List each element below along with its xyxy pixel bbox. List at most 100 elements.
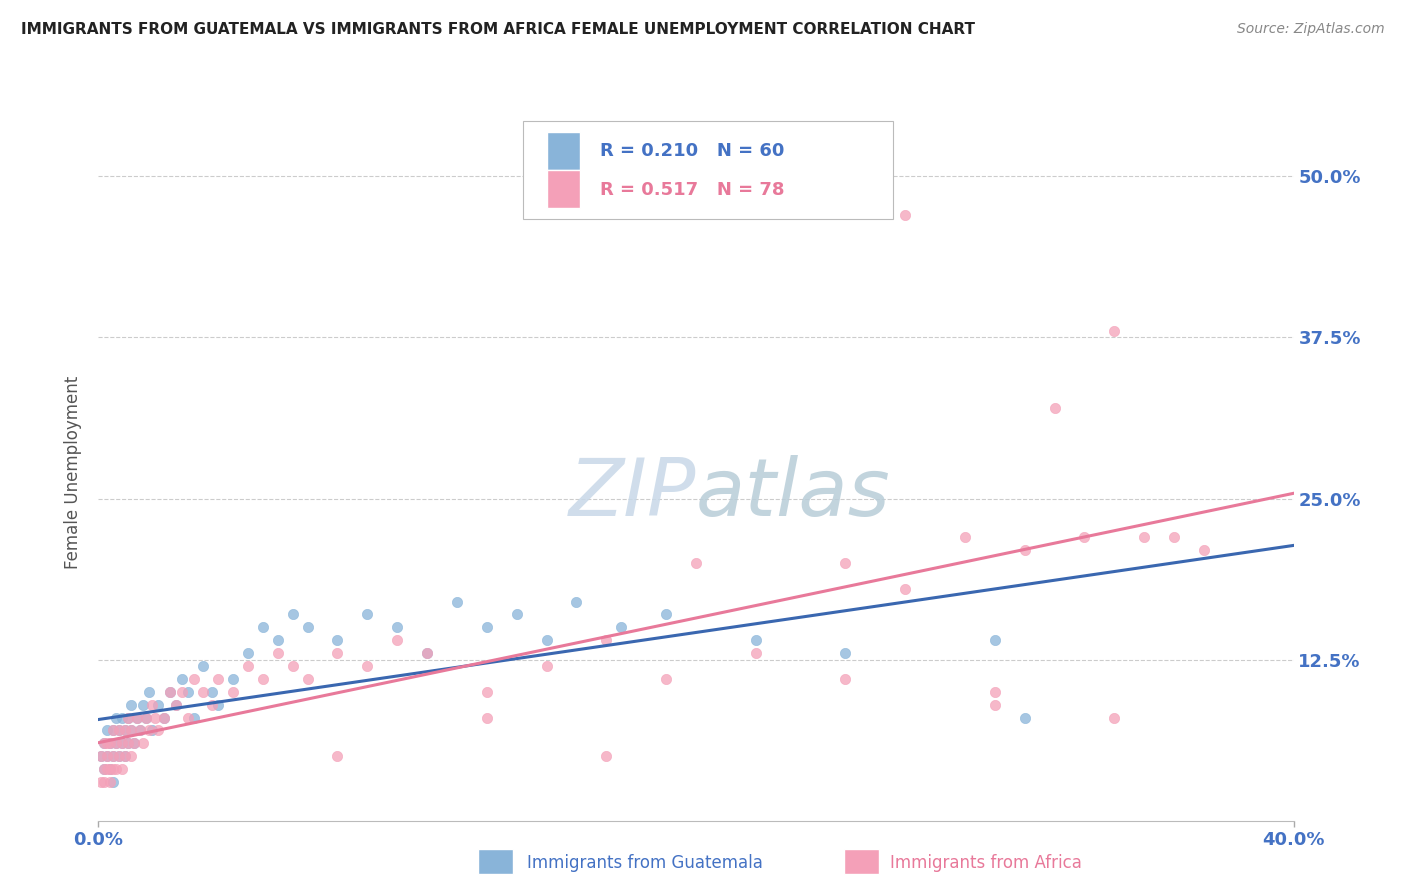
- Point: [236, 659, 259, 673]
- Point: [1163, 530, 1185, 544]
- Point: [114, 749, 136, 764]
- Point: [114, 723, 136, 738]
- Point: [416, 646, 439, 660]
- Point: [177, 710, 200, 724]
- Point: [96, 749, 118, 764]
- Point: [100, 736, 122, 750]
- Point: [222, 672, 245, 686]
- Point: [201, 685, 224, 699]
- Point: [127, 710, 149, 724]
- Point: [536, 633, 558, 648]
- Point: [132, 698, 155, 712]
- Point: [281, 607, 304, 622]
- Point: [834, 672, 856, 686]
- Point: [127, 710, 149, 724]
- Point: [103, 775, 125, 789]
- Point: [356, 659, 378, 673]
- Point: [159, 685, 181, 699]
- Point: [93, 736, 115, 750]
- Point: [100, 736, 122, 750]
- Point: [103, 749, 125, 764]
- Point: [267, 646, 290, 660]
- Point: [565, 594, 588, 608]
- Point: [117, 710, 139, 724]
- Point: [745, 646, 768, 660]
- Point: [385, 633, 409, 648]
- Point: [120, 723, 142, 738]
- Point: [129, 723, 152, 738]
- Point: [153, 710, 176, 724]
- Point: [356, 607, 378, 622]
- Point: [148, 698, 170, 712]
- Point: [1014, 710, 1036, 724]
- Point: [267, 633, 290, 648]
- Point: [124, 736, 146, 750]
- Point: [90, 749, 112, 764]
- Point: [114, 749, 136, 764]
- Point: [148, 723, 170, 738]
- Point: [111, 762, 134, 776]
- Point: [183, 672, 205, 686]
- Point: [153, 710, 176, 724]
- Point: [834, 646, 856, 660]
- Point: [117, 736, 139, 750]
- Point: [96, 736, 118, 750]
- Point: [745, 633, 768, 648]
- Point: [191, 659, 214, 673]
- FancyBboxPatch shape: [547, 132, 581, 170]
- Point: [297, 672, 319, 686]
- Point: [281, 659, 304, 673]
- Point: [183, 710, 205, 724]
- Point: [207, 672, 229, 686]
- Point: [105, 736, 128, 750]
- Point: [446, 594, 468, 608]
- Point: [416, 646, 439, 660]
- Point: [124, 736, 146, 750]
- Point: [103, 762, 125, 776]
- Point: [297, 620, 319, 634]
- Point: [984, 698, 1007, 712]
- Point: [138, 723, 160, 738]
- Point: [105, 762, 128, 776]
- Point: [105, 710, 128, 724]
- Point: [96, 762, 118, 776]
- Point: [93, 775, 115, 789]
- Point: [595, 749, 617, 764]
- Point: [93, 762, 115, 776]
- Point: [172, 672, 194, 686]
- Point: [108, 723, 131, 738]
- Point: [93, 762, 115, 776]
- Text: atlas: atlas: [696, 455, 891, 533]
- Point: [1133, 530, 1156, 544]
- FancyBboxPatch shape: [547, 170, 581, 209]
- Point: [165, 698, 187, 712]
- Point: [1043, 401, 1066, 416]
- Point: [103, 723, 125, 738]
- Point: [96, 723, 118, 738]
- Text: Immigrants from Africa: Immigrants from Africa: [890, 854, 1081, 871]
- Point: [894, 582, 917, 596]
- Point: [172, 685, 194, 699]
- Point: [326, 749, 349, 764]
- Point: [135, 710, 157, 724]
- Point: [191, 685, 214, 699]
- Point: [103, 723, 125, 738]
- Point: [120, 698, 142, 712]
- Point: [475, 710, 498, 724]
- Text: R = 0.517   N = 78: R = 0.517 N = 78: [600, 180, 785, 199]
- Point: [100, 762, 122, 776]
- Point: [326, 646, 349, 660]
- Point: [984, 685, 1007, 699]
- Point: [475, 685, 498, 699]
- Point: [108, 749, 131, 764]
- Text: Immigrants from Guatemala: Immigrants from Guatemala: [527, 854, 763, 871]
- Point: [655, 607, 678, 622]
- Point: [595, 633, 617, 648]
- Point: [129, 723, 152, 738]
- Point: [100, 762, 122, 776]
- Point: [103, 749, 125, 764]
- Text: Source: ZipAtlas.com: Source: ZipAtlas.com: [1237, 22, 1385, 37]
- Point: [1073, 530, 1095, 544]
- Point: [536, 659, 558, 673]
- Point: [111, 736, 134, 750]
